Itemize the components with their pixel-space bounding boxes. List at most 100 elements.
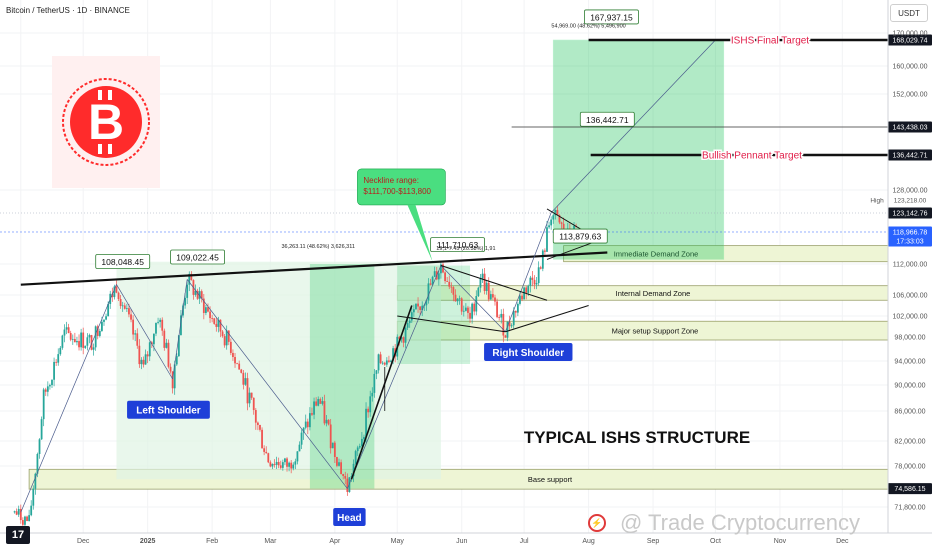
x-tick-label: Dec <box>836 538 849 545</box>
candle-body <box>562 223 565 231</box>
candle-body <box>354 451 357 464</box>
candle-body <box>207 307 209 312</box>
candle-body <box>294 461 297 465</box>
y-tick-label: 82,000.00 <box>894 439 925 446</box>
candle-body <box>510 325 513 327</box>
x-tick-label: Mar <box>264 538 277 545</box>
zone-label: Immediate Demand Zone <box>614 250 699 259</box>
candle-body <box>333 442 336 457</box>
symbol-header[interactable]: Bitcoin / TetherUS · 1D · BINANCE <box>6 6 130 15</box>
candle-body <box>421 305 424 310</box>
candle-body <box>535 283 538 285</box>
candle-body <box>175 356 178 365</box>
candle-body <box>408 320 411 324</box>
candle-body <box>392 348 394 361</box>
candle-body <box>261 429 263 449</box>
candle-body <box>313 401 315 415</box>
candle-body <box>352 463 355 477</box>
price-label: 109,022.45 <box>176 253 219 263</box>
candle-body <box>452 287 455 295</box>
candle-body <box>544 250 546 252</box>
candle-body <box>244 378 247 385</box>
currency-button[interactable]: USDT <box>890 4 928 22</box>
candle-body <box>132 319 135 335</box>
candle-body <box>431 276 434 285</box>
candle-body <box>440 264 442 274</box>
wave-line <box>440 265 506 332</box>
y-tick-label: 170,000.00 <box>892 31 927 38</box>
candle-body <box>171 371 174 389</box>
price-label: 108,048.45 <box>101 257 144 267</box>
candle-body <box>475 296 478 312</box>
x-tick-label: Oct <box>710 538 721 545</box>
watermark-text: @ Trade Cryptocurrency <box>620 510 860 535</box>
candle-body <box>98 330 101 336</box>
y-tick-label: 112,000.00 <box>893 262 928 269</box>
price-tag-label: 136,442.71 <box>892 152 927 159</box>
candle-body <box>217 319 220 327</box>
candle-body <box>84 345 87 348</box>
candle-body <box>119 299 122 306</box>
candle-body <box>252 397 255 411</box>
candle-body <box>296 451 299 462</box>
candle-body <box>539 267 542 269</box>
price-tag-label: 143,438.03 <box>892 124 927 131</box>
candle-body <box>26 516 28 521</box>
candle-body <box>13 511 16 513</box>
neckline-callout-pointer <box>407 204 433 262</box>
candle-body <box>298 444 301 452</box>
candle-body <box>369 396 372 413</box>
channel-line <box>440 265 548 301</box>
y-tick-label: 86,000.00 <box>894 409 925 416</box>
price-tag-label: 123,142.76 <box>892 210 927 217</box>
candle-body <box>552 215 555 220</box>
candle-body <box>67 327 70 334</box>
candle-body <box>57 354 60 363</box>
candle-body <box>417 303 419 307</box>
candle-body <box>485 282 488 291</box>
candle-body <box>113 286 116 298</box>
candle-body <box>115 286 118 293</box>
zone-label: Major setup Support Zone <box>612 327 699 336</box>
pattern-label: Head <box>337 513 361 524</box>
candle-body <box>15 511 18 515</box>
candle-body <box>219 319 222 332</box>
candle-body <box>138 345 141 365</box>
candle-body <box>300 432 303 445</box>
candle-body <box>429 283 432 285</box>
candle-body <box>469 312 471 319</box>
y-tick-label: 90,000.00 <box>894 383 925 390</box>
candle-body <box>290 462 293 469</box>
pattern-label: Left Shoulder <box>136 406 201 417</box>
y-tick-label: 78,000.00 <box>894 464 925 471</box>
candle-body <box>375 370 378 374</box>
candle-body <box>288 462 290 467</box>
candle-body <box>273 463 276 465</box>
candle-body <box>546 227 548 252</box>
candle-body <box>388 360 390 362</box>
candle-body <box>479 278 482 288</box>
candle-body <box>269 462 272 467</box>
candle-body <box>42 389 45 420</box>
candle-body <box>34 473 37 489</box>
candle-body <box>336 456 338 466</box>
candle-body <box>458 298 461 300</box>
candle-body <box>437 273 440 280</box>
candle-body <box>456 298 459 302</box>
neckline <box>20 251 608 286</box>
candle-body <box>236 363 238 365</box>
candle-body <box>304 421 307 428</box>
candle-body <box>523 287 526 300</box>
candle-body <box>186 284 189 298</box>
candle-body <box>527 285 530 293</box>
candle-body <box>548 225 550 228</box>
candle-body <box>90 335 93 350</box>
candle-body <box>53 361 55 380</box>
candle-body <box>406 323 409 328</box>
candle-body <box>325 419 328 424</box>
x-tick-label: Feb <box>206 538 218 545</box>
candle-body <box>311 413 313 415</box>
candle-body <box>198 291 201 299</box>
candle-body <box>319 399 322 404</box>
